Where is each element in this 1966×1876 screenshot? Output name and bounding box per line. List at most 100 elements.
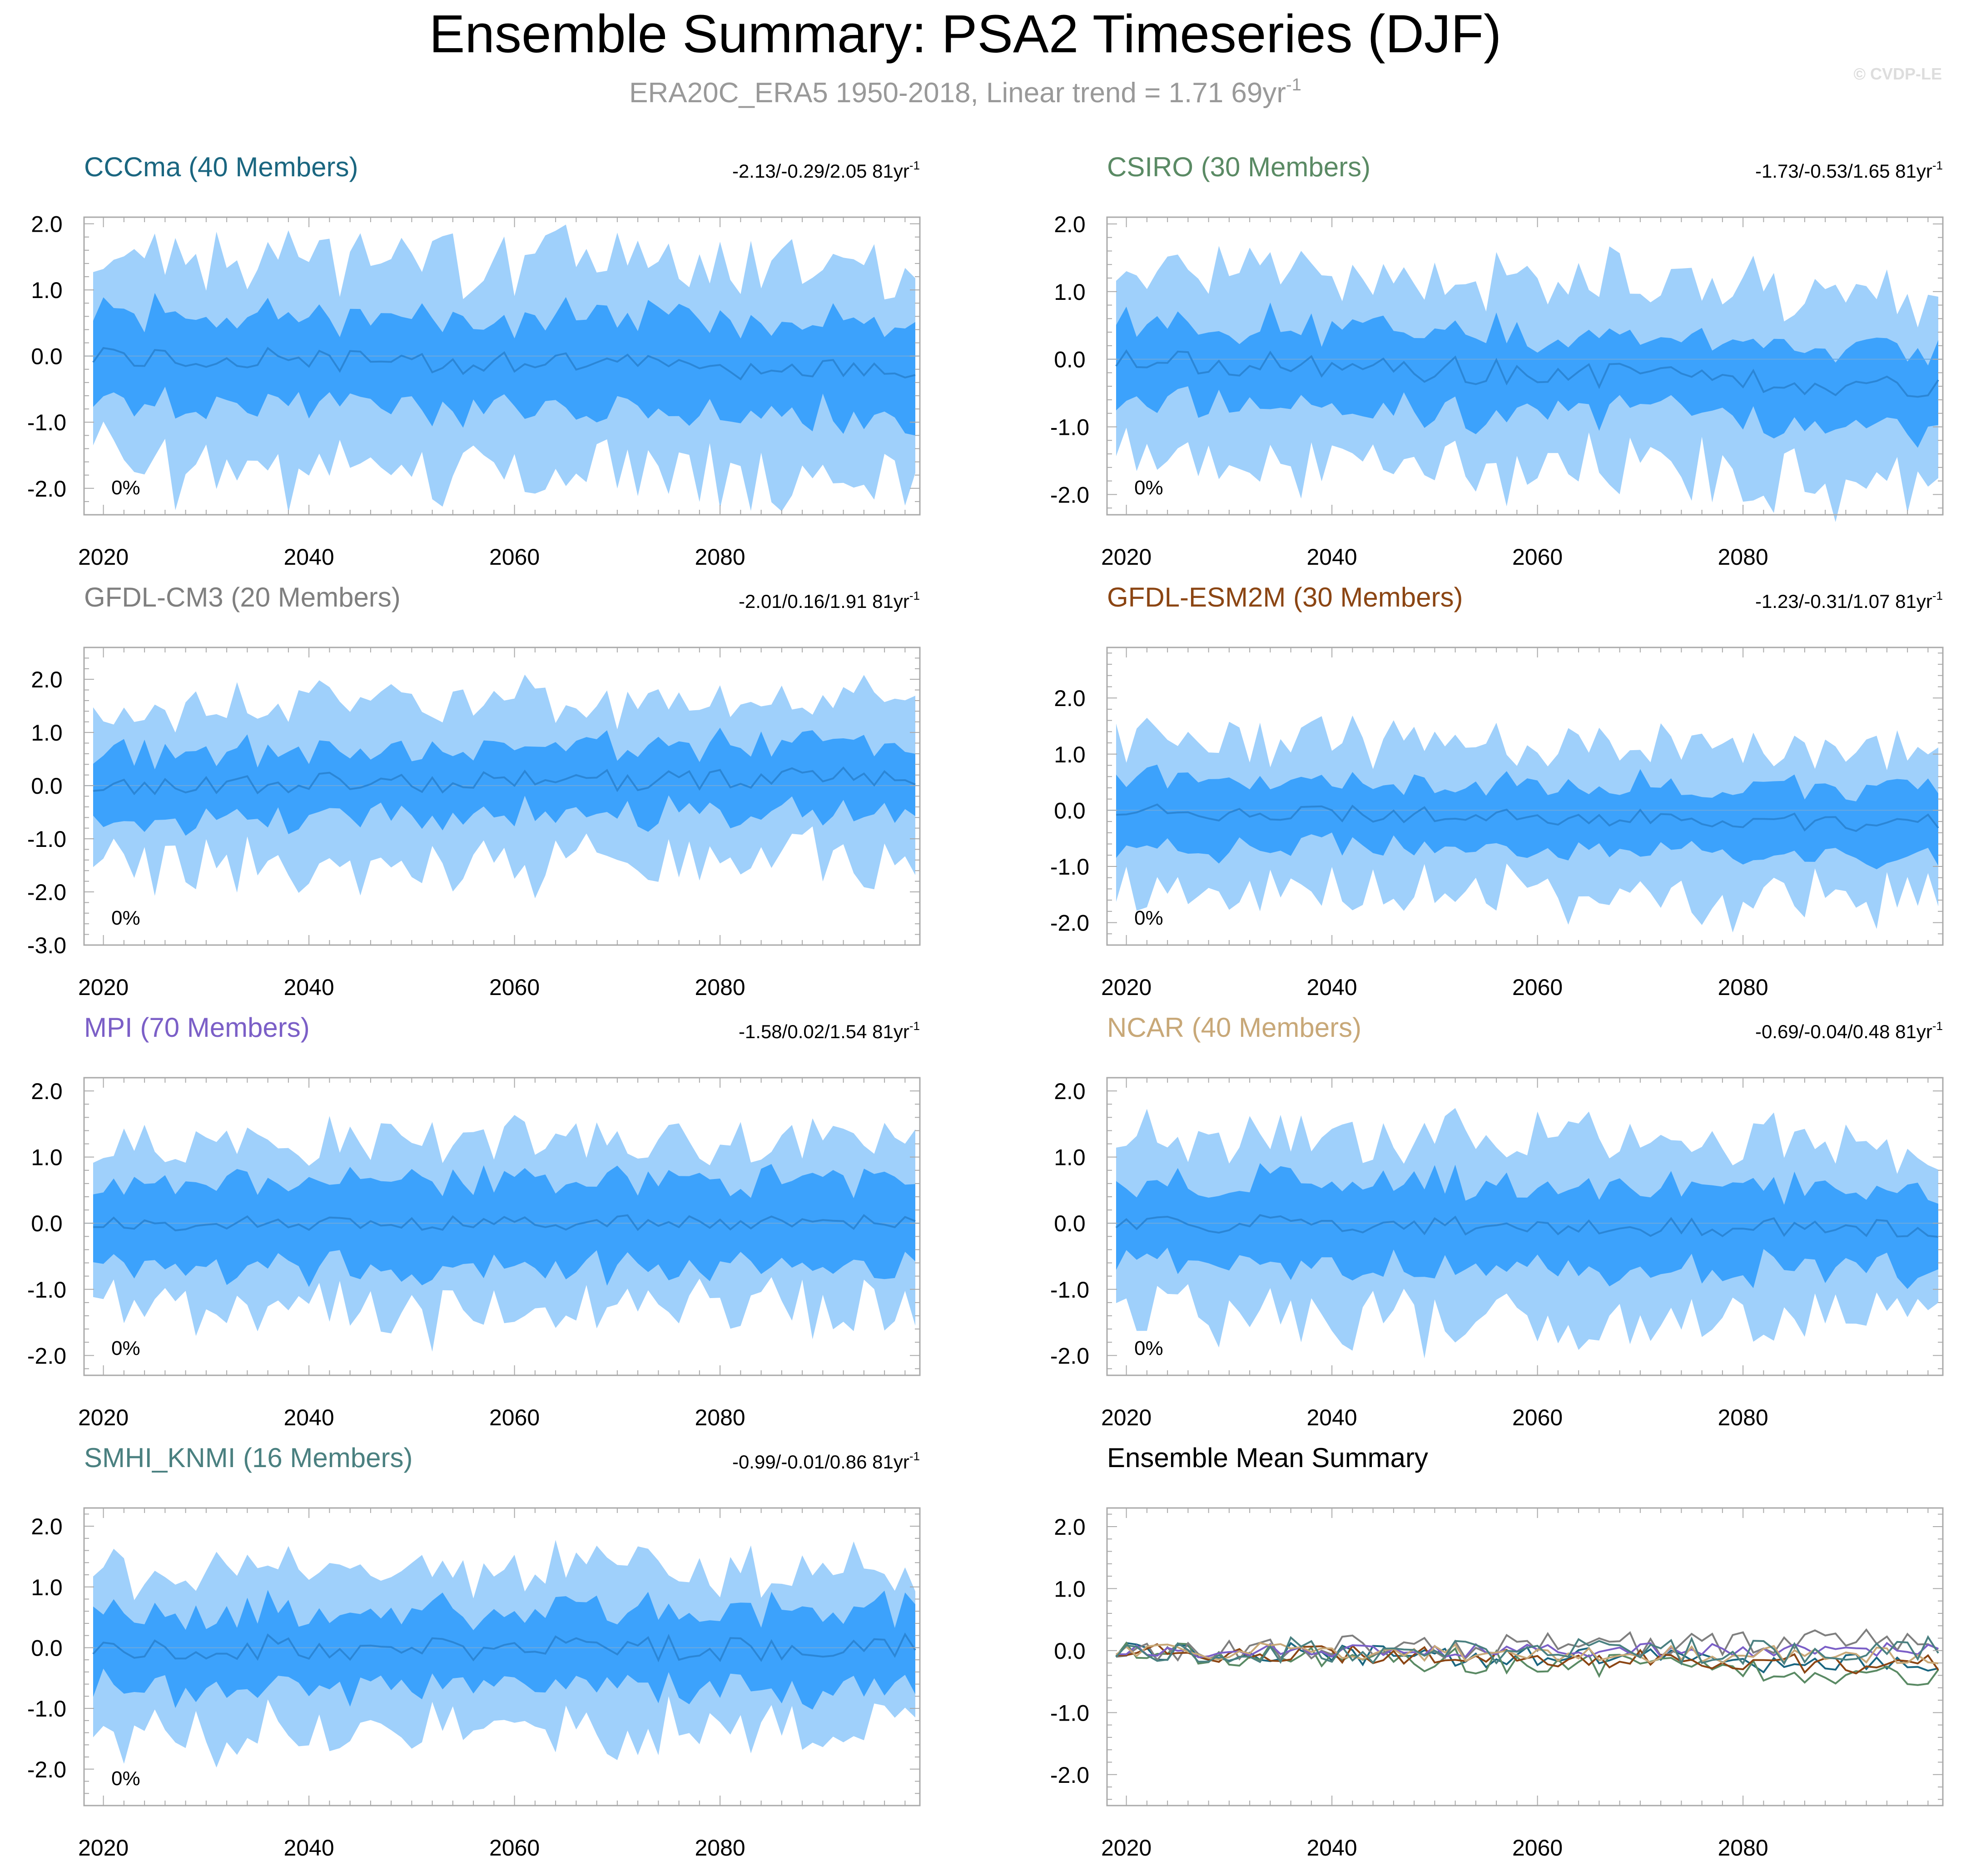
panel-4-ytick-label: 1.0 [31,1145,63,1170]
panel-title: CSIRO (30 Members) [1107,152,1370,182]
panel-0-xtick-label: 2080 [695,544,745,570]
panel-percent-label: 0% [111,1337,140,1359]
trend-exponent: -1 [909,589,920,602]
inner-spread-band [93,1590,915,1710]
panel-4-ytick-label: -1.0 [27,1277,66,1303]
subtitle-exponent: -1 [1286,75,1301,95]
panel-5-ytick-label: -1.0 [1050,1277,1089,1303]
panel-mpi: 2.0 1.0 0.0 -1.0 -2.0 2020 2040 2060 2080 MPI (70… [27,1012,921,1430]
panel-1-frame [1106,216,1944,516]
panel-title: GFDL-CM3 (20 Members) [84,582,401,612]
panel-5-ytick-label: 1.0 [1054,1145,1086,1170]
panel-1-xtick-label: 2060 [1512,544,1563,570]
summary-frame [1106,1507,1944,1806]
panel-cccma: 2.0 1.0 0.0 -1.0 -2.0 2020 2040 2060 2080 CCCma (… [27,152,921,570]
panel-4-xtick-label: 2020 [78,1405,129,1430]
panel-4-ytick-label: 0.0 [31,1211,63,1236]
panel-6-xtick-label: 2040 [284,1835,334,1861]
panel-title: MPI (70 Members) [84,1012,310,1043]
ensemble-mean-line [93,766,916,796]
figure-title: Ensemble Summary: PSA2 Timeseries (DJF) [429,4,1502,64]
summary-xtick-label: 2080 [1718,1835,1768,1861]
panel-6-ytick-label: -1.0 [27,1696,66,1722]
trend-exponent: -1 [1932,1019,1943,1033]
panel-4-ytick-label: -2.0 [27,1343,66,1368]
trend-exponent: -1 [909,1019,920,1033]
panel-0-ytick-label: 2.0 [31,212,63,237]
panel-5-frame [1106,1077,1944,1376]
copyright-label: © CVDP-LE [1853,65,1942,83]
panel-1-ytick-label: -2.0 [1050,482,1089,508]
summary-title: Ensemble Mean Summary [1107,1443,1428,1473]
panel-csiro: 2.0 1.0 0.0 -1.0 -2.0 2020 2040 2060 2080 CSIRO (… [1050,152,1944,570]
summary-ytick-label: 2.0 [1054,1514,1086,1540]
panel-ncar: 2.0 1.0 0.0 -1.0 -2.0 2020 2040 2060 2080 NCAR (4… [1050,1012,1944,1430]
ensemble-mean-line [1115,349,1939,398]
summary-ytick-label: 1.0 [1054,1576,1086,1602]
panel-trend-label: -1.73/-0.53/1.65 81yr-1 [1755,159,1943,182]
panel-trend-label: -0.99/-0.01/0.86 81yr-1 [732,1449,920,1473]
panel-2-ytick-label: -1.0 [27,826,66,852]
trend-exponent: -1 [909,159,920,172]
panel-2-xtick-label: 2020 [78,975,129,1000]
panel-percent-label: 0% [1134,477,1163,499]
panel-5-ytick-label: 2.0 [1054,1079,1086,1104]
panel-1-ytick-label: 1.0 [1054,279,1086,305]
panel-2-xtick-label: 2040 [284,975,334,1000]
summary-ytick-label: -2.0 [1050,1762,1089,1788]
panel-percent-label: 0% [111,907,140,929]
panel-1-ytick-label: 2.0 [1054,212,1086,237]
panel-5-xtick-label: 2080 [1718,1405,1768,1430]
panel-percent-label: 0% [111,477,140,499]
panel-2-xtick-label: 2080 [695,975,745,1000]
panel-1-ytick-label: 0.0 [1054,347,1086,373]
panel-4-xtick-label: 2080 [695,1405,745,1430]
panel-4-xtick-label: 2060 [489,1405,540,1430]
panel-grid: 2.0 1.0 0.0 -1.0 -2.0 2020 2040 2060 2080 CCCma (… [27,152,1944,1861]
panel-ensemble-mean-summary: 2.0 1.0 0.0 -1.0 -2.0 2020 2040 2060 2080 Ensembl… [1050,1443,1944,1861]
panel-2-ytick-label: -3.0 [27,933,66,958]
figure-subtitle: ERA20C_ERA5 1950-2018, Linear trend = 1.… [629,75,1301,109]
trend-value: -1.23/-0.31/1.07 81yr [1755,591,1932,612]
trend-value: -2.13/-0.29/2.05 81yr [732,160,909,182]
panel-title: CCCma (40 Members) [84,152,358,182]
panel-4-ytick-label: 2.0 [31,1079,63,1104]
ensemble-mean-line [1115,1214,1939,1238]
panel-2-xtick-label: 2060 [489,975,540,1000]
inner-spread-band [93,727,915,836]
summary-ytick-label: 0.0 [1054,1638,1086,1664]
panel-6-ytick-label: 1.0 [31,1575,63,1600]
panel-gfdl-esm2m: 2.0 1.0 0.0 -1.0 -2.0 2020 2040 2060 2080 GFDL-ES… [1050,582,1944,1000]
panel-1-ytick-label: -1.0 [1050,414,1089,440]
panel-2-ytick-label: 0.0 [31,773,63,799]
panel-6-ytick-label: 0.0 [31,1635,63,1661]
panel-6-ytick-label: -2.0 [27,1757,66,1782]
panel-4-xtick-label: 2040 [284,1405,334,1430]
panel-5-xtick-label: 2020 [1101,1405,1152,1430]
panel-6-xtick-label: 2080 [695,1835,745,1861]
summary-mean-line-ncar [1115,1642,1939,1664]
panel-0-frame [83,216,921,516]
panel-2-ytick-label: 1.0 [31,720,63,746]
panel-1-xtick-label: 2040 [1307,544,1357,570]
panel-4-frame [83,1077,921,1376]
subtitle-main: ERA20C_ERA5 1950-2018, Linear trend = 1.… [629,77,1286,109]
panel-title: NCAR (40 Members) [1107,1012,1361,1043]
inner-spread-band [93,1164,915,1287]
panel-trend-label: -2.01/0.16/1.91 81yr-1 [739,589,920,612]
panel-0-ytick-label: 1.0 [31,278,63,303]
panel-5-xtick-label: 2060 [1512,1405,1563,1430]
trend-exponent: -1 [1932,159,1943,172]
ensemble-mean-line [93,1214,916,1232]
panel-trend-label: -1.58/0.02/1.54 81yr-1 [739,1019,920,1042]
panel-3-ytick-label: -2.0 [1050,911,1089,936]
panel-3-ytick-label: 1.0 [1054,742,1086,767]
summary-ytick-label: -1.0 [1050,1700,1089,1726]
inner-spread-band [93,293,915,436]
panel-5-ytick-label: -2.0 [1050,1343,1089,1368]
trend-value: -2.01/0.16/1.91 81yr [739,591,909,612]
trend-value: -0.69/-0.04/0.48 81yr [1755,1021,1932,1042]
panel-6-xtick-label: 2020 [78,1835,129,1861]
trend-exponent: -1 [909,1449,920,1463]
